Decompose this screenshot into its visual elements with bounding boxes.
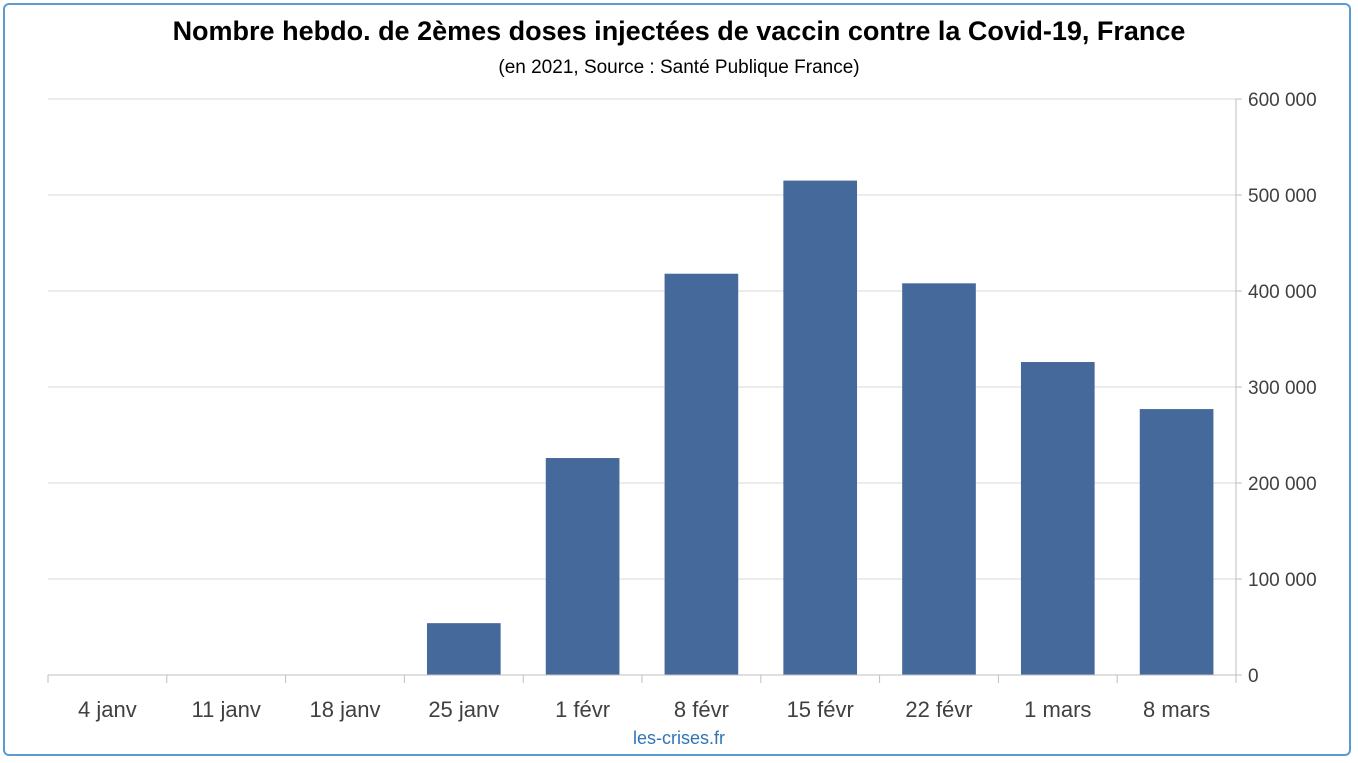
y-tick-label: 200 000 [1248,474,1317,495]
bar [1139,409,1214,675]
axes [47,98,1242,683]
bar [783,180,858,675]
bars [426,180,1214,675]
x-tick-label: 8 févr [674,697,729,722]
y-tick-label: 600 000 [1248,90,1317,111]
x-tick-label: 8 mars [1143,697,1210,722]
bar [426,623,501,675]
y-tick-label: 100 000 [1248,570,1317,591]
y-tick-label: 300 000 [1248,378,1317,399]
chart-subtitle: (en 2021, Source : Santé Publique France… [498,57,860,78]
x-tick-label: 22 févr [905,697,972,722]
source-label: les-crises.fr [632,728,725,748]
y-tick-label: 500 000 [1248,186,1317,207]
x-tick-label: 4 janv [78,697,137,722]
x-tick-label: 11 janv [192,697,261,722]
x-tick-label: 18 janv [310,697,381,722]
x-tick-label: 25 janv [428,697,499,722]
bar [664,273,739,675]
x-tick-label: 1 févr [555,697,610,722]
x-tick-label: 1 mars [1024,697,1091,722]
bar [545,458,620,675]
bar [1020,362,1095,675]
y-tick-label: 400 000 [1248,282,1317,303]
chart-title: Nombre hebdo. de 2èmes doses injectées d… [172,16,1186,46]
y-tick-label: 0 [1248,666,1259,687]
bar [902,283,976,675]
x-tick-labels: 4 janv 11 janv 18 janv 25 janv 1 févr 8 févr 1… [78,697,1210,722]
y-tick-labels: 0 100 000 200 000 300 000 400 000 500 000 600 … [1248,90,1317,687]
x-tick-label: 15 févr [787,697,854,722]
